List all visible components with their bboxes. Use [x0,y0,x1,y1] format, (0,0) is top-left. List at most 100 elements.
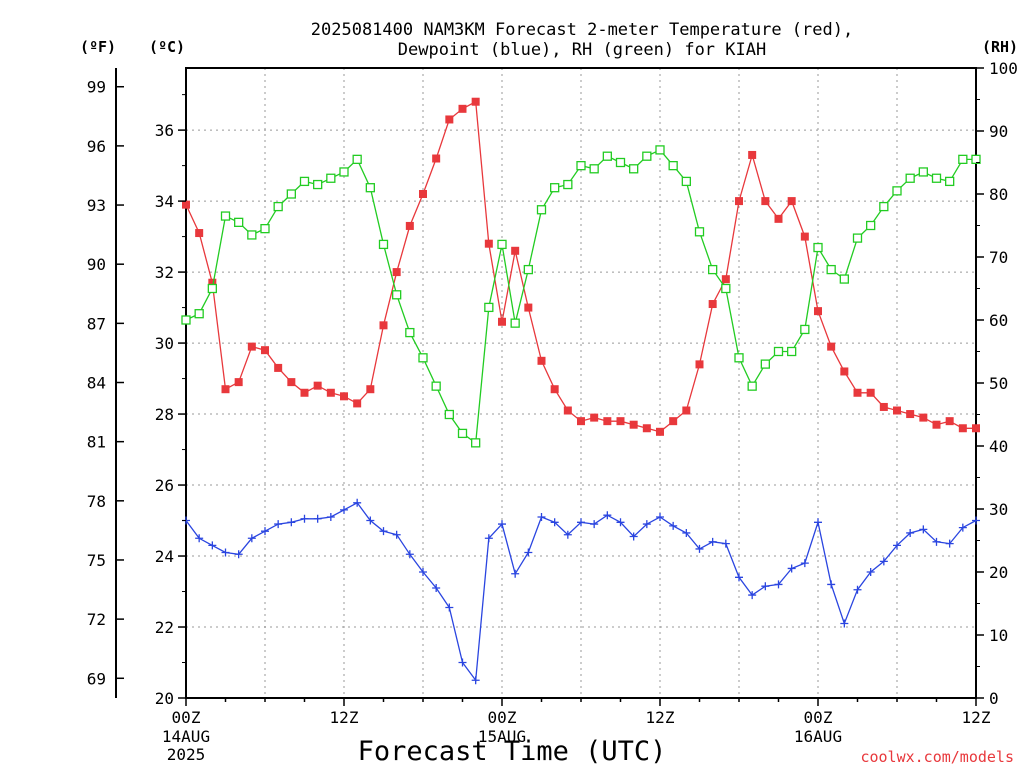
dewpoint-point [392,530,401,539]
temperature-point [958,424,967,433]
rh-point [510,318,520,328]
temperature-point [642,424,651,433]
rh-point [576,160,586,171]
temperature-point [261,346,269,355]
dewpoint-point [866,568,875,576]
rh-point [194,309,204,319]
fahrenheit-tick-label: 75 [87,551,106,570]
temperature-point [866,388,875,397]
temperature-point [735,197,743,206]
dewpoint-point [814,518,822,527]
fahrenheit-tick-label: 93 [87,196,106,215]
temperature-point [498,317,506,326]
temperature-point [669,417,678,426]
rh-point [839,274,849,284]
temperature-point [682,406,691,415]
rh-point [629,164,639,174]
temperature-point [563,406,572,415]
rh-point [734,353,744,363]
dewpoint-point [787,564,796,573]
dewpoint-point [972,516,980,525]
x-tick-label: 12Z [330,708,359,727]
x-tick-label: 12Z [962,708,991,727]
rh-tick-label: 30 [989,500,1008,519]
temperature-point [392,268,401,277]
series-layer [181,97,981,685]
temperature-point [787,197,796,206]
rh-point [945,176,955,187]
temperature-point [603,417,612,426]
celsius-tick-label: 32 [155,263,174,282]
rh-point [247,230,257,240]
celsius-tick-label: 34 [155,192,174,211]
rh-point [181,315,191,325]
temperature-point [195,229,204,238]
x-axis-title: Forecast Time (UTC) [358,736,667,767]
rh-point [444,409,454,420]
rh-point [931,173,942,183]
rh-point [220,211,231,221]
rh-point [523,264,533,275]
rh-tick-label: 80 [989,185,1008,204]
rh-point [457,428,468,439]
rh-point [655,145,665,155]
celsius-tick-label: 28 [155,405,174,424]
rh-tick-label: 90 [989,122,1008,141]
temperature-point [721,275,730,284]
temperature-point [893,406,901,415]
temperature-point [458,104,467,113]
temperature-point [445,115,454,124]
x-date-label: 16AUG [794,727,842,746]
temperature-point [800,232,809,241]
rh-point [234,217,244,228]
rh-point [958,154,968,165]
dewpoint-point [919,525,928,534]
dewpoint-point [471,676,480,685]
dewpoint-point [484,534,493,543]
rh-point [905,173,915,183]
dewpoint-point [800,559,809,568]
dewpoint-point [629,532,638,541]
rh-unit-label: (RH) [982,38,1018,56]
celsius-tick-label: 26 [155,476,174,495]
temperature-point [379,321,388,330]
dewpoint-point [340,505,348,514]
dewpoint-point [432,583,441,592]
fahrenheit-tick-label: 78 [87,492,106,511]
x-date-label: 15AUG [478,727,526,746]
temperature-point [432,154,441,163]
chart-title-line2: Dewpoint (blue), RH (green) for KIAH [398,40,766,60]
dewpoint-point [853,585,862,594]
dewpoint-point [735,573,743,582]
temperature-point [340,392,348,401]
rh-point [365,183,375,193]
fahrenheit-tick-label: 96 [87,137,106,156]
temperature-point [550,385,559,394]
temperature-point [708,300,717,309]
temperature-point [326,388,335,397]
rh-point [299,176,310,187]
temperature-point [247,342,256,351]
temperature-point [853,388,862,397]
temperature-point [906,410,915,419]
dewpoint-point [195,534,204,543]
dewpoint-point [458,658,467,667]
temperature-point [840,367,849,376]
rh-point [773,346,784,357]
dewpoint-point [669,521,678,530]
rh-point [352,154,362,165]
dewpoint-point [221,548,230,557]
fahrenheit-tick-label: 69 [87,669,106,688]
dewpoint-point [445,603,454,612]
rh-point [694,227,705,237]
fahrenheit-tick-label: 90 [87,255,106,274]
temperature-point [577,417,585,426]
dewpoint-point [274,520,283,529]
celsius-unit-label: (ºC) [149,38,185,56]
rh-tick-label: 50 [989,374,1008,393]
dewpoint-point [761,582,770,591]
temperature-point [366,385,375,394]
temperature-point [774,214,783,223]
dewpoint-point [405,550,414,559]
rh-point [589,164,599,174]
